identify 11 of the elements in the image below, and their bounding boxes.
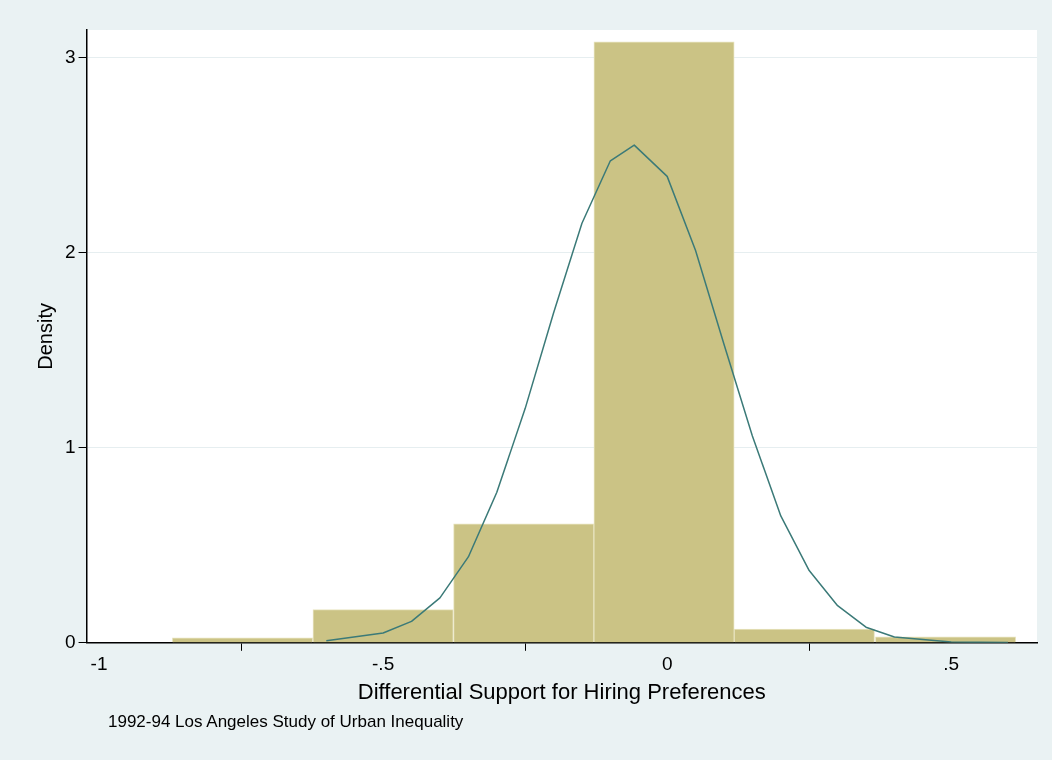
x-axis-title: Differential Support for Hiring Preferences bbox=[357, 678, 766, 704]
x-tick-label: 0 bbox=[661, 653, 673, 675]
y-tick-label: 1 bbox=[64, 435, 76, 457]
x-tick-label: .5 bbox=[943, 653, 960, 675]
y-tick-label: 0 bbox=[64, 631, 76, 653]
y-axis-title: Density bbox=[33, 303, 56, 370]
y-tick-label: 2 bbox=[64, 240, 76, 262]
x-tick-label: -.5 bbox=[372, 653, 395, 675]
text: 1992-94 Los Angeles Study of Urban Inequality bbox=[108, 712, 464, 732]
y-tick-label: 3 bbox=[64, 45, 76, 67]
x-tick-label: -1 bbox=[90, 653, 108, 675]
